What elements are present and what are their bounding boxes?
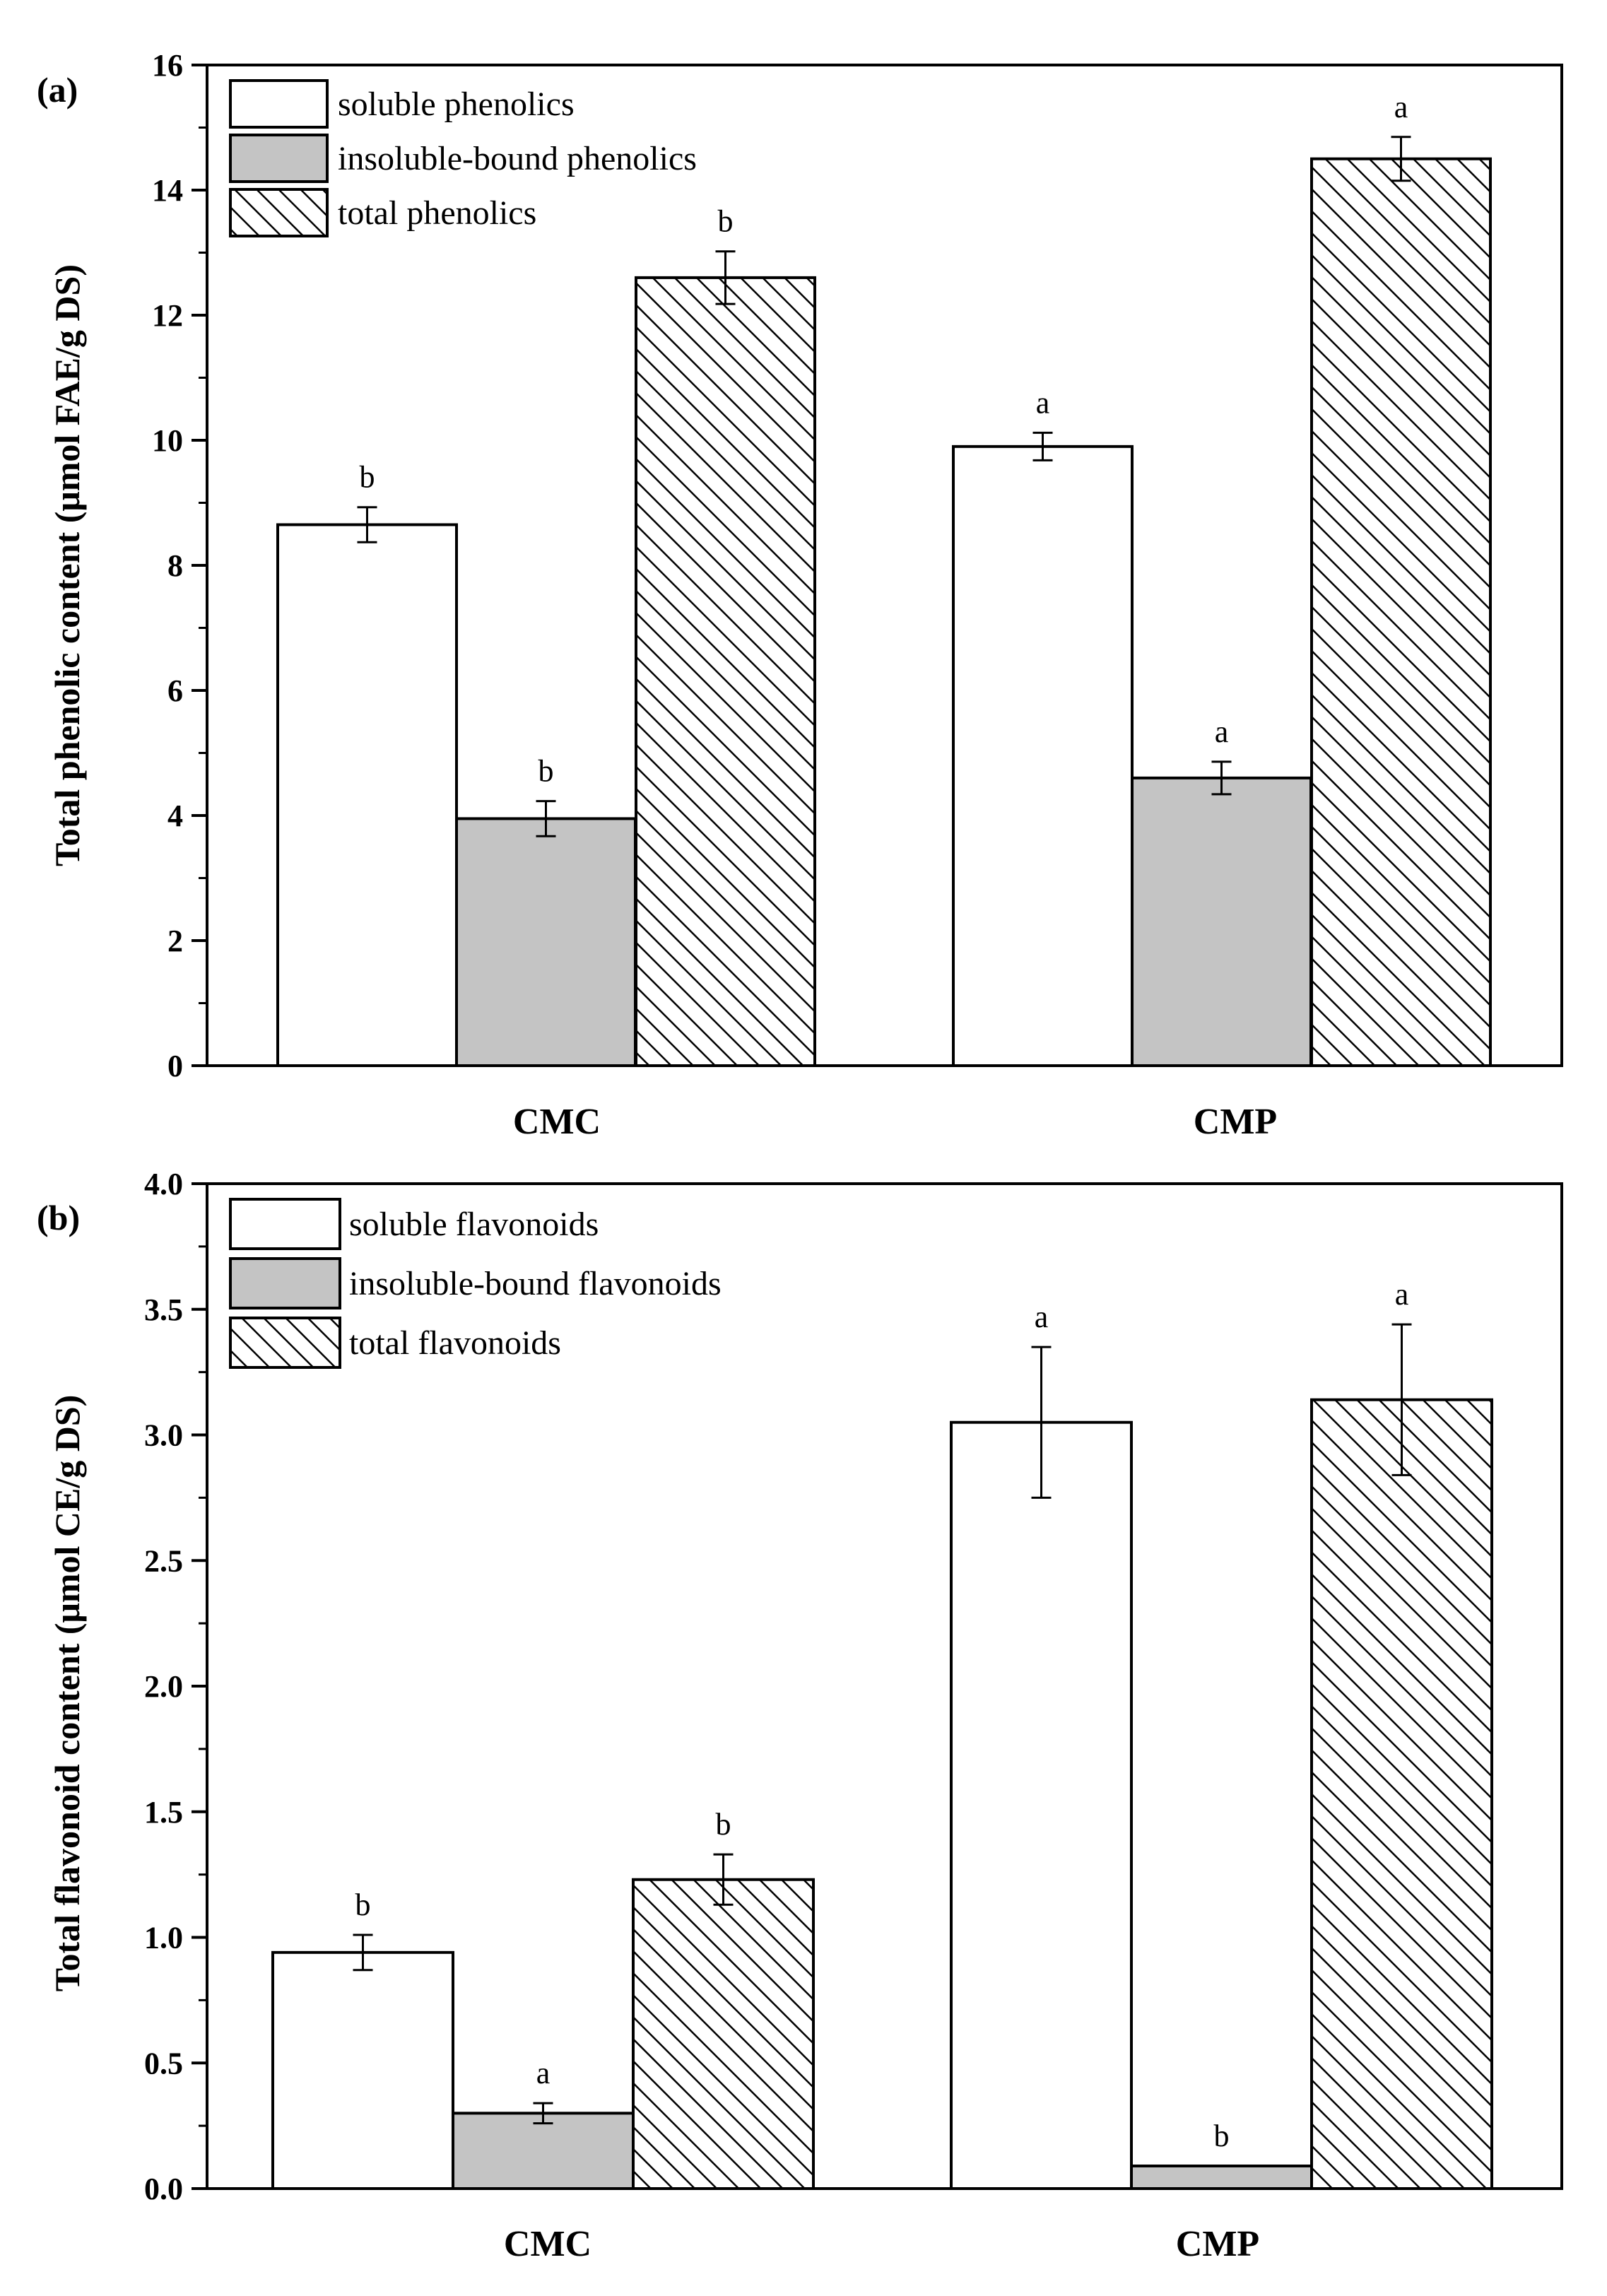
- bar-cmp-soluble-flavonoids: [950, 1420, 1133, 2190]
- bar-cmc-insoluble-bound-flavonoids: [452, 2112, 635, 2191]
- y-tick-label: 0.5: [144, 2046, 183, 2080]
- x-category-label: CMP: [1194, 1102, 1277, 1142]
- bar-cmp-total-phenolics: [1310, 157, 1492, 1067]
- legend-label: soluble flavonoids: [349, 1206, 599, 1243]
- y-tick-label: 3.0: [144, 1418, 183, 1453]
- bar-cmc-insoluble-bound-phenolics: [455, 817, 637, 1068]
- significance-label: a: [1394, 90, 1408, 124]
- y-tick-label: 2: [167, 924, 183, 958]
- legend-swatch: [229, 1257, 341, 1309]
- x-category-label: CMC: [513, 1102, 601, 1142]
- significance-label: a: [1035, 1300, 1049, 1334]
- legend-swatch: [229, 188, 329, 237]
- y-tick-label: 16: [152, 48, 183, 83]
- y-tick-label: 1.0: [144, 1921, 183, 1955]
- significance-label: a: [1215, 714, 1229, 749]
- y-axis-title: Total phenolic content (μmol FAE/g DS): [47, 264, 87, 866]
- y-tick-label: 6: [167, 673, 183, 708]
- x-category-label: CMP: [1176, 2224, 1259, 2264]
- y-tick-label: 4.0: [144, 1167, 183, 1201]
- legend-label: total flavonoids: [349, 1324, 561, 1362]
- bar-cmp-insoluble-bound-phenolics: [1131, 776, 1312, 1068]
- panel-label: (b): [37, 1198, 80, 1237]
- legend-label: insoluble-bound phenolics: [338, 140, 697, 177]
- significance-label: a: [536, 2056, 551, 2090]
- panel-label: (a): [37, 70, 78, 110]
- legend-swatch: [229, 1198, 341, 1250]
- bar-cmc-total-flavonoids: [632, 1878, 815, 2191]
- significance-label: b: [1214, 2119, 1230, 2153]
- y-tick-label: 14: [152, 173, 183, 208]
- significance-label: b: [538, 754, 554, 789]
- x-category-label: CMC: [504, 2224, 591, 2264]
- significance-label: b: [718, 204, 734, 239]
- chart-panel-a: b a b a b a 0 2 4 6 8 10 12 14 16 CMC CMP Total phenolic …: [37, 48, 1563, 1142]
- y-tick-label: 0.0: [144, 2172, 183, 2206]
- bar-cmp-soluble-phenolics: [952, 445, 1134, 1067]
- y-tick-label: 3.5: [144, 1293, 183, 1327]
- y-tick-label: 4: [167, 799, 183, 833]
- significance-label: b: [360, 460, 375, 495]
- bar-cmc-soluble-phenolics: [276, 523, 458, 1067]
- significance-label: a: [1395, 1277, 1409, 1312]
- y-tick-label: 1.5: [144, 1795, 183, 1830]
- legend-label: soluble phenolics: [338, 86, 575, 123]
- y-tick-label: 0: [167, 1049, 183, 1083]
- legend-swatch: [229, 134, 329, 183]
- bar-cmp-total-flavonoids: [1310, 1398, 1493, 2190]
- y-tick-label: 8: [167, 548, 183, 583]
- legend-swatch: [229, 1317, 341, 1369]
- bar-cmc-soluble-flavonoids: [271, 1950, 454, 2191]
- significance-label: b: [355, 1888, 371, 1922]
- bar-cmc-total-phenolics: [635, 276, 816, 1067]
- y-tick-label: 12: [152, 298, 183, 333]
- y-axis-title: Total flavonoid content (μmol CE/g DS): [47, 1395, 87, 1992]
- legend-label: total phenolics: [338, 194, 536, 232]
- y-tick-label: 2.5: [144, 1543, 183, 1578]
- significance-label: b: [716, 1807, 731, 1842]
- legend-swatch: [229, 79, 329, 129]
- y-tick-label: 2.0: [144, 1669, 183, 1704]
- legend-label: insoluble-bound flavonoids: [349, 1265, 722, 1302]
- significance-label: a: [1036, 385, 1050, 420]
- chart-panel-b: b a a b b a 0.0 0.5 1.0 1.5 2.0 2.5 3.0 3.5 4.0 CMC CMP T…: [37, 1167, 1563, 2264]
- y-tick-label: 10: [152, 423, 183, 458]
- bar-cmp-insoluble-bound-flavonoids: [1130, 2165, 1313, 2190]
